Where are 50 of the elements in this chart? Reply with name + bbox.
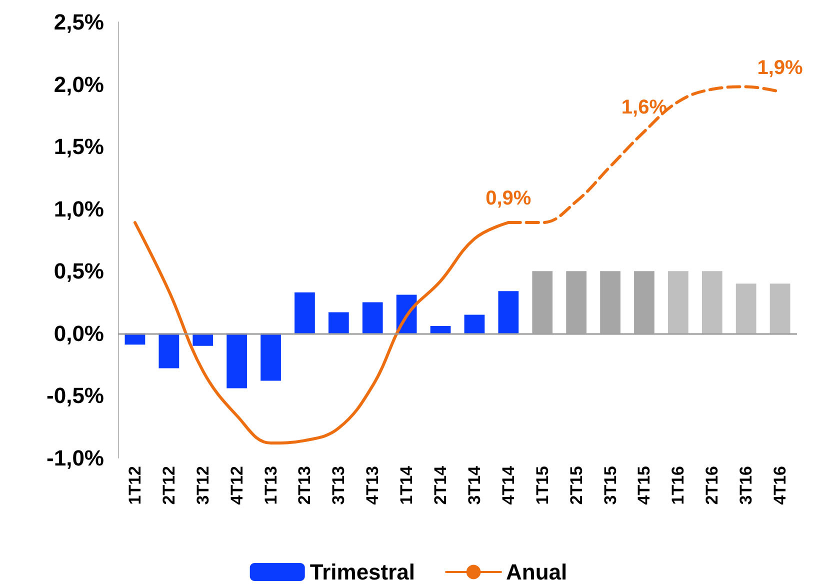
bar: [600, 271, 620, 334]
data-label: 1,9%: [757, 56, 804, 79]
bar: [430, 326, 451, 334]
bar: [260, 333, 281, 381]
bar: [668, 271, 688, 334]
bar: [328, 312, 349, 334]
x-tick-label: 2T13: [295, 466, 314, 505]
y-tick-label: -0,5%: [46, 383, 104, 408]
x-tick-label: 3T15: [600, 466, 620, 505]
y-tick-label: 1,0%: [54, 196, 104, 222]
bar: [566, 271, 587, 334]
bar: [532, 271, 553, 334]
bar: [770, 284, 790, 334]
x-tick-label: 4T13: [363, 466, 382, 505]
x-tick-label: 3T16: [736, 466, 756, 505]
x-tick-label: 2T14: [431, 465, 450, 505]
legend-label: Anual: [506, 560, 568, 584]
y-tick-label: 2,5%: [54, 10, 104, 34]
y-tick-label: 0,0%: [54, 320, 104, 346]
x-tick-label: 2T15: [566, 466, 586, 505]
data-label: 0,9%: [486, 188, 532, 210]
bar: [634, 271, 654, 334]
x-tick-label: 4T15: [634, 466, 654, 505]
bar: [702, 271, 722, 334]
x-tick-label: 3T12: [193, 466, 212, 505]
y-tick-label: 1,5%: [54, 134, 104, 160]
bar: [294, 292, 315, 334]
bar: [158, 333, 180, 368]
x-tick-label: 1T15: [532, 466, 552, 505]
x-tick-label: 1T14: [397, 465, 416, 505]
bar: [498, 291, 519, 334]
x-tick-label: 1T13: [261, 466, 280, 505]
x-tick-label: 3T14: [464, 465, 484, 505]
y-tick-label: 2,0%: [54, 72, 104, 97]
x-tick-label: 4T16: [770, 466, 790, 505]
bar: [736, 284, 756, 334]
x-tick-label: 1T12: [125, 466, 144, 505]
x-tick-label: 2T12: [159, 466, 178, 505]
bar: [362, 302, 383, 334]
x-tick-label: 2T16: [702, 466, 722, 505]
y-tick-label: 0,5%: [54, 258, 104, 284]
x-tick-label: 4T14: [498, 465, 518, 505]
data-label: 1,6%: [621, 96, 668, 119]
legend-label: Trimestral: [310, 560, 416, 584]
bar: [464, 314, 485, 334]
x-tick-label: 3T13: [329, 466, 348, 505]
bar: [226, 333, 248, 388]
x-tick-label: 1T16: [668, 466, 688, 505]
y-tick-label: -1,0%: [46, 446, 104, 470]
x-tick-label: 4T12: [227, 466, 246, 505]
